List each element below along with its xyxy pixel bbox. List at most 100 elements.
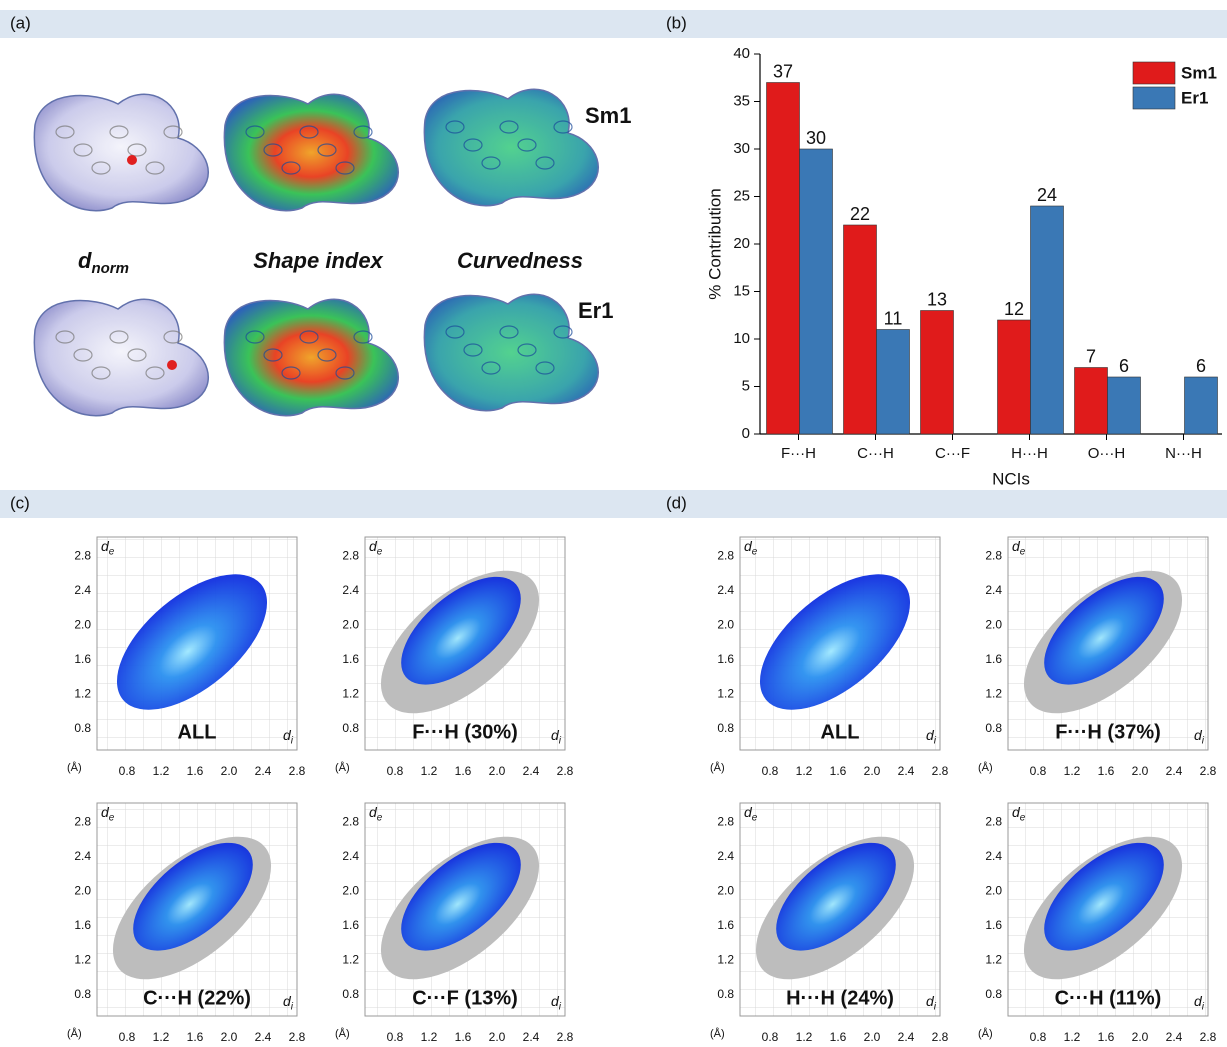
- y-tick-label: 10: [733, 330, 750, 347]
- x-tick-label: 1.6: [455, 1030, 472, 1044]
- plot-label: H···H (24%): [786, 987, 894, 1009]
- x-tick-label: 2.4: [523, 1030, 540, 1044]
- axis-unit: (Å): [978, 761, 993, 774]
- x-tick-label: 1.6: [187, 764, 204, 778]
- surface-label: Curvedness: [457, 248, 583, 273]
- de-label-sub: e: [377, 812, 383, 823]
- y-tick-label: 1.6: [985, 652, 1002, 666]
- surface-spot: [167, 360, 177, 370]
- figure: (a) (b) (c) (d) dnormShape indexCurvedne…: [0, 0, 1227, 1047]
- x-tick-label: 1.2: [153, 1030, 170, 1044]
- plot-label: F···H (30%): [412, 721, 518, 743]
- y-tick-label: 0.8: [717, 987, 734, 1001]
- x-tick-label: 0.8: [387, 764, 404, 778]
- header-band: [0, 10, 1227, 38]
- surface-shape: [224, 299, 398, 415]
- y-tick-label: 2.0: [342, 618, 359, 632]
- x-tick-label: 2.8: [289, 764, 306, 778]
- y-tick-label: 2.8: [342, 815, 359, 829]
- plot-label: ALL: [821, 721, 860, 743]
- x-tick-label: C···H: [857, 445, 894, 462]
- y-tick-label: 2.0: [985, 884, 1002, 898]
- x-tick-label: 2.8: [289, 1030, 306, 1044]
- y-tick-label: 0: [742, 425, 750, 442]
- bar: [921, 311, 954, 435]
- value-label: 13: [927, 289, 947, 309]
- surface-shape: [34, 94, 208, 210]
- y-tick-label: 2.8: [74, 549, 91, 563]
- y-tick-label: 1.2: [717, 953, 734, 967]
- x-tick-label: 1.2: [1064, 1030, 1081, 1044]
- value-label: 6: [1119, 356, 1129, 376]
- legend-label: Sm1: [1181, 63, 1217, 82]
- x-tick-label: 0.8: [762, 764, 779, 778]
- plot-label: C···H (11%): [1055, 987, 1162, 1009]
- surface: [424, 294, 598, 410]
- x-tick-label: 0.8: [1030, 1030, 1047, 1044]
- y-tick-label: 0.8: [342, 987, 359, 1001]
- y-tick-label: 2.8: [985, 549, 1002, 563]
- axis-unit: (Å): [335, 1027, 350, 1040]
- axis-unit: (Å): [978, 1027, 993, 1040]
- y-tick-label: 0.8: [74, 987, 91, 1001]
- y-tick-label: 0.8: [985, 987, 1002, 1001]
- x-tick-label: 2.0: [489, 764, 506, 778]
- y-tick-label: 1.6: [985, 918, 1002, 932]
- bar: [1075, 368, 1108, 435]
- y-tick-label: 30: [733, 140, 750, 157]
- x-tick-label: N···H: [1165, 445, 1202, 462]
- x-tick-label: 2.8: [1200, 764, 1217, 778]
- de-label-sub: e: [752, 546, 758, 557]
- y-tick-label: 1.6: [342, 652, 359, 666]
- dnorm-label-sub: norm: [91, 260, 129, 277]
- de-label-sub: e: [109, 812, 115, 823]
- y-tick-label: 0.8: [717, 721, 734, 735]
- y-tick-label: 1.6: [74, 652, 91, 666]
- x-tick-label: 2.4: [255, 764, 272, 778]
- y-tick-label: 2.0: [985, 618, 1002, 632]
- bar: [1108, 377, 1141, 434]
- value-label: 24: [1037, 185, 1057, 205]
- y-tick-label: 2.0: [74, 884, 91, 898]
- y-tick-label: 20: [733, 235, 750, 252]
- surface-label: Shape index: [253, 248, 383, 273]
- plot-label: ALL: [178, 721, 217, 743]
- y-tick-label: 2.8: [342, 549, 359, 563]
- y-tick-label: 2.4: [342, 583, 359, 597]
- x-tick-label: 2.0: [864, 764, 881, 778]
- x-tick-label: 1.2: [796, 1030, 813, 1044]
- x-tick-label: 2.8: [1200, 1030, 1217, 1044]
- bar: [877, 330, 910, 435]
- y-tick-label: 25: [733, 187, 750, 204]
- complex-label: Sm1: [585, 103, 631, 128]
- surface: [424, 89, 598, 205]
- y-tick-label: 2.0: [74, 618, 91, 632]
- x-tick-label: 1.6: [830, 764, 847, 778]
- x-tick-label: C···F: [935, 445, 970, 462]
- panel-label: (a): [10, 13, 31, 32]
- axis-unit: (Å): [335, 761, 350, 774]
- bar: [844, 225, 877, 434]
- y-tick-label: 40: [733, 45, 750, 62]
- value-label: 12: [1004, 299, 1024, 319]
- de-label-sub: e: [109, 546, 115, 557]
- y-tick-label: 2.8: [717, 815, 734, 829]
- y-tick-label: 2.0: [342, 884, 359, 898]
- x-tick-label: 2.0: [1132, 1030, 1149, 1044]
- surface: [224, 299, 398, 415]
- x-tick-label: 2.4: [898, 1030, 915, 1044]
- y-tick-label: 15: [733, 282, 750, 299]
- de-label-sub: e: [1020, 546, 1026, 557]
- value-label: 30: [806, 128, 826, 148]
- surface: [34, 299, 208, 415]
- x-tick-label: H···H: [1011, 445, 1048, 462]
- x-tick-label: 2.0: [489, 1030, 506, 1044]
- fingerprint-plot: dediF···H (30%)0.81.21.62.02.42.80.81.21…: [335, 537, 574, 778]
- panel-label: (b): [666, 13, 687, 32]
- x-tick-label: 1.2: [421, 1030, 438, 1044]
- y-tick-label: 2.8: [717, 549, 734, 563]
- x-tick-label: 2.4: [255, 1030, 272, 1044]
